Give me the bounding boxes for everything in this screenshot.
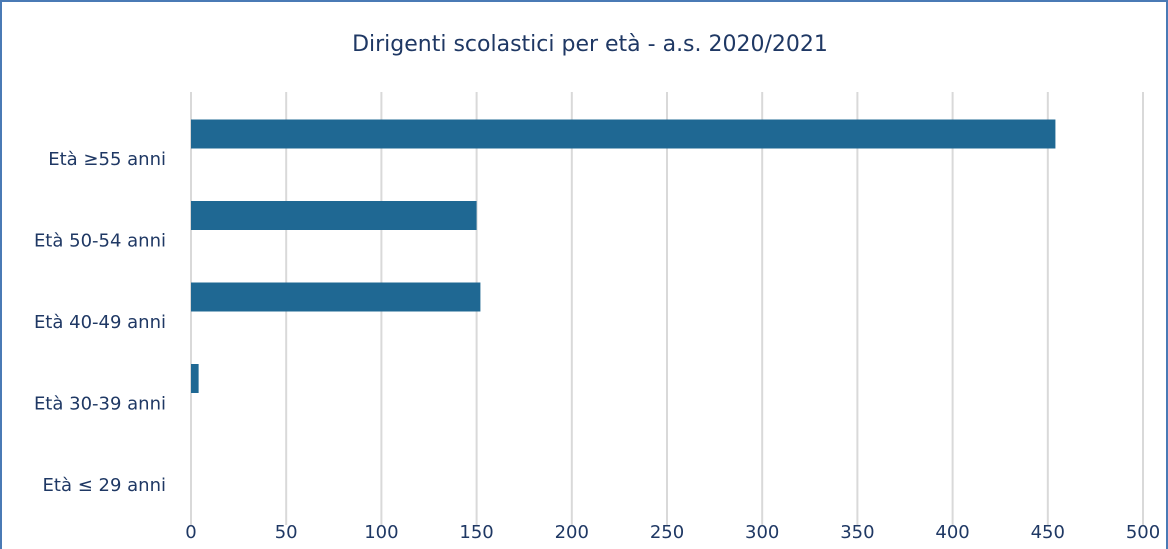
x-tick-label: 450 <box>1031 522 1065 543</box>
bar <box>191 364 199 393</box>
chart-title: Dirigenti scolastici per età - a.s. 2020… <box>352 32 828 57</box>
y-tick-label: Età ≤ 29 anni <box>43 475 166 496</box>
x-tick-label: 100 <box>364 522 398 543</box>
y-tick-label: Età 30-39 anni <box>34 394 166 415</box>
x-tick-label: 350 <box>840 522 874 543</box>
y-tick-label: Età 40-49 anni <box>34 312 166 333</box>
x-tick-label: 300 <box>745 522 779 543</box>
y-tick-label: Età ≥55 anni <box>48 149 166 170</box>
y-tick-label: Età 50-54 anni <box>34 231 166 252</box>
x-tick-label: 400 <box>935 522 969 543</box>
x-tick-label: 0 <box>185 522 196 543</box>
x-tick-label: 50 <box>275 522 298 543</box>
x-tick-label: 150 <box>459 522 493 543</box>
bar <box>191 119 1056 149</box>
x-tick-label: 200 <box>555 522 589 543</box>
x-tick-label: 500 <box>1126 522 1160 543</box>
x-tick-label: 250 <box>650 522 684 543</box>
bar <box>191 201 477 230</box>
bar <box>191 282 481 312</box>
